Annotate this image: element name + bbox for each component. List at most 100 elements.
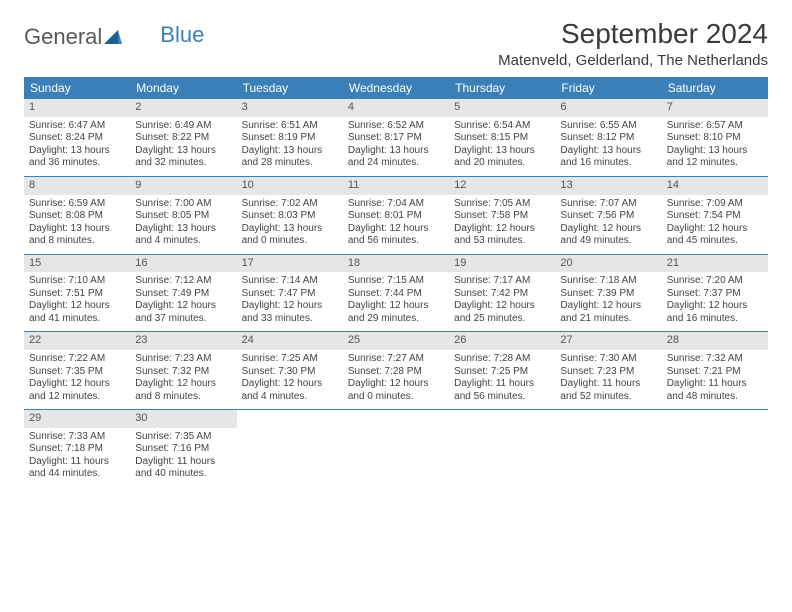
sunrise-text: Sunrise: 7:14 AM bbox=[242, 275, 338, 288]
day-number: 7 bbox=[667, 101, 673, 113]
sunset-text: Sunset: 7:47 PM bbox=[242, 288, 338, 301]
sunset-text: Sunset: 7:16 PM bbox=[135, 443, 231, 456]
sunrise-text: Sunrise: 7:27 AM bbox=[348, 353, 444, 366]
sunset-text: Sunset: 8:01 PM bbox=[348, 210, 444, 223]
sunset-text: Sunset: 7:28 PM bbox=[348, 366, 444, 379]
day-number: 25 bbox=[348, 334, 360, 346]
daylight-text: Daylight: 13 hours and 16 minutes. bbox=[560, 145, 656, 170]
logo: General Blue bbox=[24, 18, 204, 50]
sunset-text: Sunset: 7:58 PM bbox=[454, 210, 550, 223]
daylight-text: Daylight: 12 hours and 53 minutes. bbox=[454, 223, 550, 248]
sunrise-text: Sunrise: 7:25 AM bbox=[242, 353, 338, 366]
daylight-text: Daylight: 12 hours and 37 minutes. bbox=[135, 300, 231, 325]
day-number: 18 bbox=[348, 257, 360, 269]
sunrise-text: Sunrise: 7:35 AM bbox=[135, 431, 231, 444]
daylight-text: Daylight: 13 hours and 0 minutes. bbox=[242, 223, 338, 248]
day-number: 14 bbox=[667, 179, 679, 191]
day-number-row: 8 bbox=[24, 177, 130, 195]
sunrise-text: Sunrise: 7:05 AM bbox=[454, 198, 550, 211]
sunset-text: Sunset: 7:21 PM bbox=[667, 366, 763, 379]
header: General Blue September 2024 Matenveld, G… bbox=[24, 18, 768, 69]
weeks-container: 1 Sunrise: 6:47 AMSunset: 8:24 PM Daylight… bbox=[24, 99, 768, 487]
day-number-row: 3 bbox=[237, 99, 343, 117]
day-number: 15 bbox=[29, 257, 41, 269]
day-cell: 8Sunrise: 6:59 AMSunset: 8:08 PMDaylight… bbox=[24, 177, 130, 254]
weekday-friday: Friday bbox=[555, 77, 661, 99]
weekday-sunday: Sunday bbox=[24, 77, 130, 99]
logo-text-1: General bbox=[24, 24, 102, 50]
sunset-text: Sunset: 7:56 PM bbox=[560, 210, 656, 223]
sunrise-text: Sunrise: 7:28 AM bbox=[454, 353, 550, 366]
week-row: 1 Sunrise: 6:47 AMSunset: 8:24 PM Daylight… bbox=[24, 99, 768, 177]
day-cell: 24Sunrise: 7:25 AMSunset: 7:30 PMDayligh… bbox=[237, 332, 343, 409]
day-number-row: 9 bbox=[130, 177, 236, 195]
sunset-text: Sunset: 8:19 PM bbox=[242, 132, 338, 145]
daylight-text: Daylight: 12 hours and 8 minutes. bbox=[135, 378, 231, 403]
day-cell: 13Sunrise: 7:07 AMSunset: 7:56 PMDayligh… bbox=[555, 177, 661, 254]
sunrise-text: Sunrise: 7:20 AM bbox=[667, 275, 763, 288]
sunset-text: Sunset: 8:24 PM bbox=[29, 132, 125, 145]
day-cell: 28Sunrise: 7:32 AMSunset: 7:21 PMDayligh… bbox=[662, 332, 768, 409]
weekday-wednesday: Wednesday bbox=[343, 77, 449, 99]
sunset-text: Sunset: 7:44 PM bbox=[348, 288, 444, 301]
day-number-row: 13 bbox=[555, 177, 661, 195]
daylight-text: Daylight: 12 hours and 0 minutes. bbox=[348, 378, 444, 403]
daylight-text: Daylight: 12 hours and 4 minutes. bbox=[242, 378, 338, 403]
daylight-text: Daylight: 12 hours and 25 minutes. bbox=[454, 300, 550, 325]
sunset-text: Sunset: 8:22 PM bbox=[135, 132, 231, 145]
sunset-text: Sunset: 8:17 PM bbox=[348, 132, 444, 145]
daylight-text: Daylight: 12 hours and 21 minutes. bbox=[560, 300, 656, 325]
day-number: 8 bbox=[29, 179, 35, 191]
sunset-text: Sunset: 8:03 PM bbox=[242, 210, 338, 223]
day-number-row: 19 bbox=[449, 255, 555, 273]
day-number: 23 bbox=[135, 334, 147, 346]
day-number-row: 2 bbox=[130, 99, 236, 117]
sunset-text: Sunset: 7:51 PM bbox=[29, 288, 125, 301]
day-cell: 20Sunrise: 7:18 AMSunset: 7:39 PMDayligh… bbox=[555, 255, 661, 332]
day-number: 9 bbox=[135, 179, 141, 191]
day-number-row: 26 bbox=[449, 332, 555, 350]
sunrise-text: Sunrise: 7:23 AM bbox=[135, 353, 231, 366]
day-number-row: 23 bbox=[130, 332, 236, 350]
day-number: 22 bbox=[29, 334, 41, 346]
daylight-text: Daylight: 11 hours and 44 minutes. bbox=[29, 456, 125, 481]
day-cell: 19Sunrise: 7:17 AMSunset: 7:42 PMDayligh… bbox=[449, 255, 555, 332]
day-number-row: 10 bbox=[237, 177, 343, 195]
daylight-text: Daylight: 12 hours and 12 minutes. bbox=[29, 378, 125, 403]
sunset-text: Sunset: 7:25 PM bbox=[454, 366, 550, 379]
daylight-text: Daylight: 13 hours and 20 minutes. bbox=[454, 145, 550, 170]
sunrise-text: Sunrise: 7:22 AM bbox=[29, 353, 125, 366]
calendar: Sunday Monday Tuesday Wednesday Thursday… bbox=[24, 77, 768, 487]
sunrise-text: Sunrise: 6:47 AM bbox=[29, 120, 125, 133]
sunset-text: Sunset: 8:08 PM bbox=[29, 210, 125, 223]
day-number-row: 28 bbox=[662, 332, 768, 350]
day-cell: 7Sunrise: 6:57 AMSunset: 8:10 PMDaylight… bbox=[662, 99, 768, 176]
sunrise-text: Sunrise: 6:57 AM bbox=[667, 120, 763, 133]
sunrise-text: Sunrise: 7:09 AM bbox=[667, 198, 763, 211]
sunrise-text: Sunrise: 6:51 AM bbox=[242, 120, 338, 133]
day-cell: 21Sunrise: 7:20 AMSunset: 7:37 PMDayligh… bbox=[662, 255, 768, 332]
sunrise-text: Sunrise: 7:17 AM bbox=[454, 275, 550, 288]
weekday-tuesday: Tuesday bbox=[237, 77, 343, 99]
day-number: 12 bbox=[454, 179, 466, 191]
month-title: September 2024 bbox=[498, 18, 768, 50]
day-number-row: 25 bbox=[343, 332, 449, 350]
sunrise-text: Sunrise: 6:49 AM bbox=[135, 120, 231, 133]
day-number: 13 bbox=[560, 179, 572, 191]
daylight-text: Daylight: 13 hours and 24 minutes. bbox=[348, 145, 444, 170]
day-number-row: 22 bbox=[24, 332, 130, 350]
sunset-text: Sunset: 7:23 PM bbox=[560, 366, 656, 379]
day-number: 1 bbox=[29, 101, 35, 113]
day-number: 19 bbox=[454, 257, 466, 269]
day-cell-blank bbox=[343, 410, 449, 487]
calendar-page: General Blue September 2024 Matenveld, G… bbox=[0, 0, 792, 505]
daylight-text: Daylight: 11 hours and 56 minutes. bbox=[454, 378, 550, 403]
sunrise-text: Sunrise: 6:59 AM bbox=[29, 198, 125, 211]
day-cell: 26 Sunrise: 7:28 AMSunset: 7:25 PMDayligh… bbox=[449, 332, 555, 409]
daylight-text: Daylight: 12 hours and 56 minutes. bbox=[348, 223, 444, 248]
title-block: September 2024 Matenveld, Gelderland, Th… bbox=[498, 18, 768, 69]
sunset-text: Sunset: 7:35 PM bbox=[29, 366, 125, 379]
day-cell: 1Sunrise: 6:47 AMSunset: 8:24 PMDaylight… bbox=[24, 99, 130, 176]
day-number: 2 bbox=[135, 101, 141, 113]
logo-text-2: Blue bbox=[160, 22, 204, 48]
